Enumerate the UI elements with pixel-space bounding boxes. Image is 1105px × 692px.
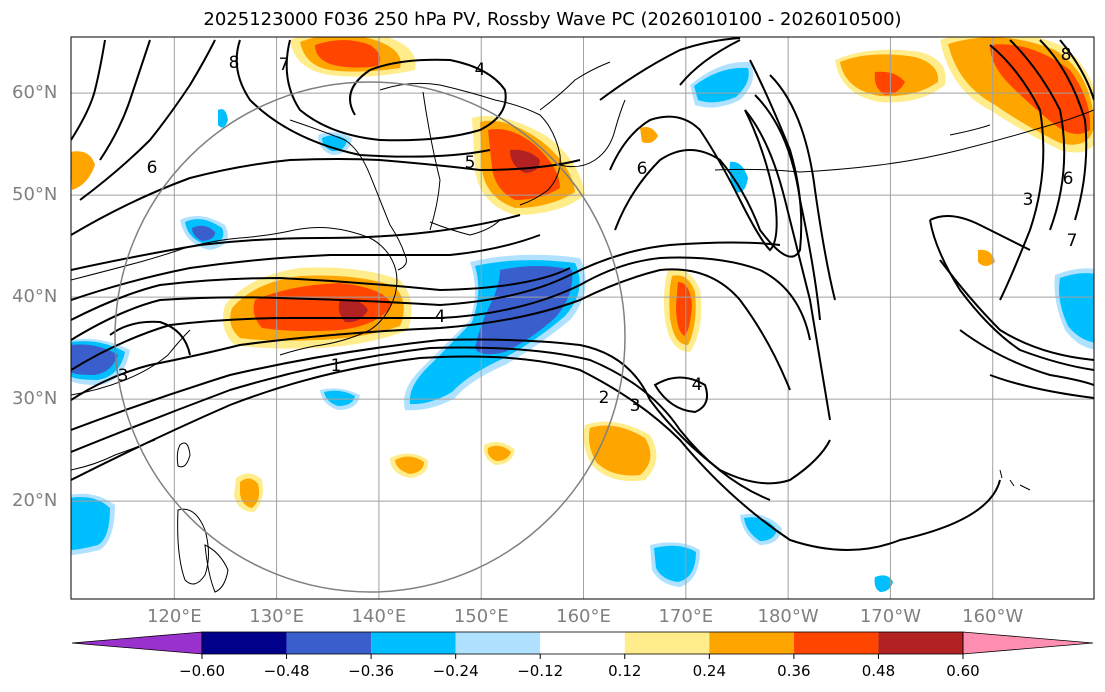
- colorbar-tick-label: 0.60: [946, 662, 980, 680]
- colorbar-extend-max: [962, 631, 1094, 655]
- contour-label: 3: [1023, 190, 1034, 210]
- lon-label: 140°E: [351, 606, 407, 627]
- colorbar-box: [202, 632, 287, 654]
- contour-label: 6: [637, 159, 648, 179]
- colorbar-tick-label: −0.12: [517, 662, 564, 680]
- pv-contours: [71, 37, 1094, 551]
- colorbar-box: [709, 632, 794, 654]
- colorbar-tick-label: 0.12: [608, 662, 642, 680]
- contour-label: 7: [279, 55, 290, 75]
- lon-label: 180°W: [757, 606, 819, 627]
- colorbar-tick-label: −0.36: [348, 662, 395, 680]
- map-frame: [70, 36, 1095, 600]
- colorbar-box: [371, 632, 456, 654]
- colorbar-box: [624, 632, 710, 654]
- contour-label: 8: [1061, 45, 1072, 65]
- map-title: 2025123000 F036 250 hPa PV, Rossby Wave …: [203, 9, 902, 30]
- colorbar-box: [540, 632, 625, 654]
- lat-label: 50°N: [12, 184, 58, 206]
- contour-label: 2: [599, 388, 610, 408]
- contour-label: 3: [630, 396, 641, 416]
- lon-label: 160°E: [556, 606, 611, 627]
- contour-label: 6: [1063, 169, 1074, 189]
- contour-label: 4: [435, 307, 446, 327]
- colorbar-extend-min: [71, 631, 203, 655]
- colorbar-tick-label: 0.36: [777, 662, 811, 680]
- reference-circle: [114, 81, 626, 593]
- lon-label: 150°E: [453, 606, 509, 627]
- pv-shading-negative: [71, 61, 1094, 592]
- contour-label: 6: [147, 158, 158, 178]
- colorbar-box: [455, 632, 541, 654]
- contour-label: 1: [331, 356, 342, 376]
- colorbar-tick-label: −0.60: [179, 662, 225, 680]
- contour-label: 4: [692, 375, 703, 395]
- contour-label: 5: [465, 153, 476, 173]
- lat-label: 40°N: [12, 286, 58, 308]
- colorbar-box: [793, 632, 879, 654]
- lon-label: 120°E: [146, 606, 202, 627]
- lon-label: 130°E: [249, 606, 304, 627]
- lat-label: 20°N: [12, 490, 58, 512]
- lat-label: 30°N: [12, 388, 58, 410]
- lat-label: 60°N: [12, 82, 58, 104]
- lon-label: 170°E: [658, 606, 714, 627]
- colorbar-tick-label: 0.48: [861, 662, 896, 680]
- colorbar-tick-label: 0.24: [692, 662, 727, 680]
- contour-label: 4: [475, 60, 486, 80]
- colorbar-tick-label: −0.24: [432, 662, 479, 680]
- colorbar-box: [878, 632, 963, 654]
- lon-label: 160°W: [962, 606, 1024, 627]
- colorbar-outline: [201, 631, 964, 655]
- colorbar-tick-label: −0.48: [263, 662, 310, 680]
- lon-label: 170°W: [859, 606, 921, 627]
- contour-label: 8: [229, 53, 240, 73]
- contour-label: 3: [118, 366, 129, 386]
- colorbar-box: [286, 632, 372, 654]
- contour-label: 7: [1067, 231, 1078, 251]
